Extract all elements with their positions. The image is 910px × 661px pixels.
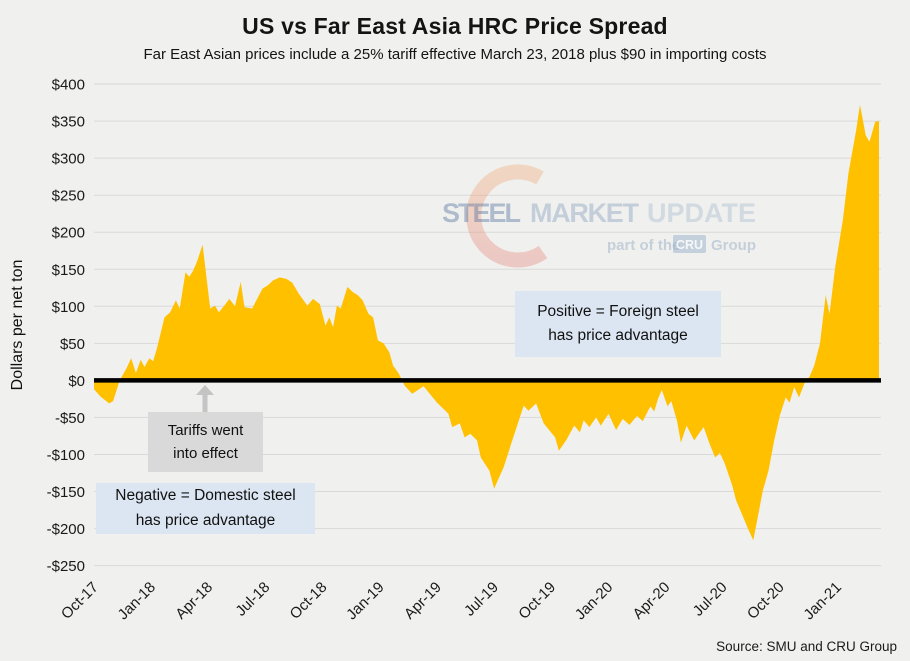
y-tick-label: $50: [60, 336, 85, 353]
tariff-arrow-icon: [196, 385, 214, 413]
y-tick-label: -$50: [55, 410, 85, 427]
x-tick-label: Jul-20: [690, 579, 731, 620]
x-tick-label: Jan-18: [115, 579, 159, 623]
x-tick-label: Oct-17: [58, 579, 102, 623]
y-axis-title: Dollars per net ton: [9, 260, 26, 391]
y-tick-label: $250: [52, 188, 85, 205]
positive-spread-annotation: Positive = Foreign steel has price advan…: [515, 291, 721, 357]
y-tick-label: $300: [52, 151, 85, 168]
y-tick-label: $400: [52, 77, 85, 94]
x-tick-label: Jul-18: [232, 579, 273, 620]
y-tick-label: -$100: [47, 447, 85, 464]
x-tick-label: Jan-20: [572, 579, 616, 623]
x-tick-label: Oct-18: [287, 579, 331, 623]
x-tick-label: Apr-18: [172, 579, 216, 623]
tariff-annotation-line1: Tariffs went: [167, 421, 244, 439]
negative-annotation-line1: Negative = Domestic steel: [115, 487, 296, 505]
area-series: [94, 104, 879, 541]
x-tick-label: Apr-19: [401, 579, 445, 623]
negative-annotation-line2: has price advantage: [135, 511, 276, 529]
y-tick-label: -$150: [47, 484, 85, 501]
y-tick-label: -$200: [47, 521, 85, 538]
x-tick-label: Jan-21: [800, 579, 844, 623]
y-tick-label: $0: [68, 373, 85, 390]
chart-subtitle: Far East Asian prices include a 25% tari…: [143, 46, 767, 63]
positive-annotation-line1: Positive = Foreign steel: [537, 302, 699, 320]
positive-annotation-line2: has price advantage: [548, 327, 688, 344]
x-tick-label: Jan-19: [343, 579, 387, 623]
y-tick-label: $100: [52, 299, 85, 316]
source-note: Source: SMU and CRU Group: [716, 639, 897, 654]
x-tick-label: Oct-20: [744, 579, 788, 623]
y-tick-label: -$250: [47, 558, 85, 575]
y-tick-label: $350: [52, 114, 85, 131]
negative-spread-annotation: Negative = Domestic steel has price adva…: [96, 483, 315, 534]
tariff-annotation-line2: into effect: [173, 445, 238, 462]
y-tick-label: $200: [52, 225, 85, 242]
x-tick-label: Oct-19: [515, 579, 559, 623]
y-tick-label: $150: [52, 262, 85, 279]
page-title: US vs Far East Asia HRC Price Spread: [242, 13, 668, 39]
x-tick-label: Jul-19: [461, 579, 502, 620]
tariff-annotation: Tariffs went into effect: [148, 412, 263, 472]
x-tick-label: Apr-20: [630, 579, 674, 623]
